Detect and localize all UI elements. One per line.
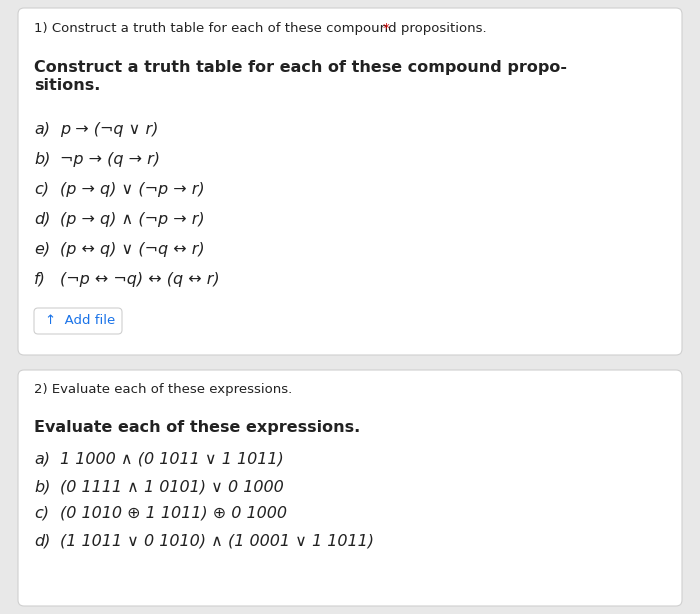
FancyBboxPatch shape <box>18 8 682 355</box>
Text: ↑  Add file: ↑ Add file <box>45 314 116 327</box>
Text: 2) Evaluate each of these expressions.: 2) Evaluate each of these expressions. <box>34 383 293 396</box>
Text: p → (¬q ∨ r): p → (¬q ∨ r) <box>60 122 158 137</box>
Text: Evaluate each of these expressions.: Evaluate each of these expressions. <box>34 420 361 435</box>
Text: (p → q) ∧ (¬p → r): (p → q) ∧ (¬p → r) <box>60 212 204 227</box>
Text: c): c) <box>34 182 49 197</box>
Text: a): a) <box>34 122 50 137</box>
Text: ¬p → (q → r): ¬p → (q → r) <box>60 152 160 167</box>
Text: 1 1000 ∧ (0 1011 ∨ 1 1011): 1 1000 ∧ (0 1011 ∨ 1 1011) <box>60 452 284 467</box>
Text: 1) Construct a truth table for each of these compound propositions.: 1) Construct a truth table for each of t… <box>34 22 491 35</box>
Text: c): c) <box>34 506 49 521</box>
Text: (0 1010 ⊕ 1 1011) ⊕ 0 1000: (0 1010 ⊕ 1 1011) ⊕ 0 1000 <box>60 506 287 521</box>
Text: e): e) <box>34 242 50 257</box>
Text: d): d) <box>34 212 50 227</box>
Text: b): b) <box>34 152 50 167</box>
Text: d): d) <box>34 533 50 548</box>
Text: (¬p ↔ ¬q) ↔ (q ↔ r): (¬p ↔ ¬q) ↔ (q ↔ r) <box>60 272 220 287</box>
FancyBboxPatch shape <box>18 370 682 606</box>
Text: (0 1111 ∧ 1 0101) ∨ 0 1000: (0 1111 ∧ 1 0101) ∨ 0 1000 <box>60 479 284 494</box>
Text: a): a) <box>34 452 50 467</box>
Text: b): b) <box>34 479 50 494</box>
Text: (p → q) ∨ (¬p → r): (p → q) ∨ (¬p → r) <box>60 182 204 197</box>
Text: sitions.: sitions. <box>34 78 100 93</box>
Text: f): f) <box>34 272 46 287</box>
Text: (1 1011 ∨ 0 1010) ∧ (1 0001 ∨ 1 1011): (1 1011 ∨ 0 1010) ∧ (1 0001 ∨ 1 1011) <box>60 533 374 548</box>
Text: Construct a truth table for each of these compound propo-: Construct a truth table for each of thes… <box>34 60 567 75</box>
FancyBboxPatch shape <box>34 308 122 334</box>
Text: (p ↔ q) ∨ (¬q ↔ r): (p ↔ q) ∨ (¬q ↔ r) <box>60 242 204 257</box>
Text: *: * <box>383 22 390 35</box>
